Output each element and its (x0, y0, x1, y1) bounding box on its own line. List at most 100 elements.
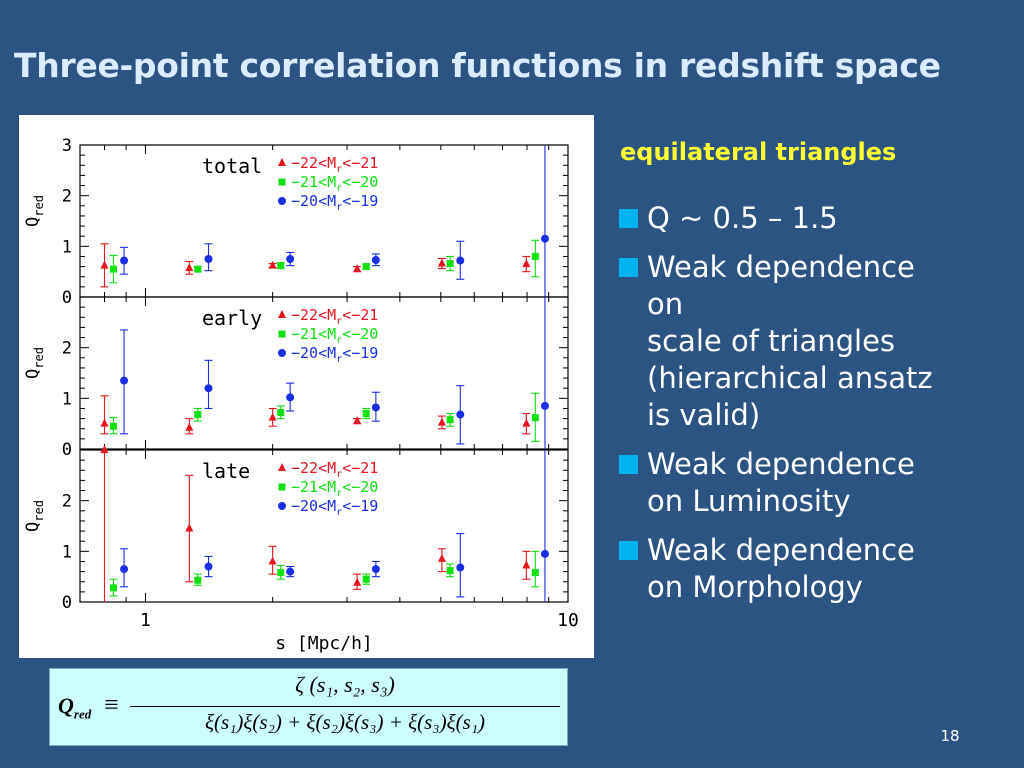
legend-label-subscript: r (336, 164, 342, 175)
y-tick-label: 0 (62, 593, 72, 613)
data-point-triangle (100, 260, 109, 269)
bullet-square-icon (619, 258, 638, 277)
y-axis-label-sub: red (32, 195, 46, 217)
data-point-square (446, 416, 454, 424)
slide-title: Three-point correlation functions in red… (14, 46, 941, 85)
data-point-square (362, 263, 370, 271)
legend-label-part: <−20 (342, 478, 378, 496)
y-tick-label: 3 (62, 136, 72, 156)
bullet-item: Weak dependence on Luminosity (616, 446, 1016, 520)
legend-label: −22<Mr<−21 (291, 459, 378, 480)
panel-frame (79, 449, 569, 603)
data-point-triangle (522, 418, 531, 427)
page-number: 18 (940, 727, 960, 745)
y-tick-label: 1 (62, 237, 72, 257)
legend-label-part: −20<M (291, 344, 336, 362)
legend-label-part: <−21 (342, 154, 378, 172)
data-point-triangle (100, 445, 109, 453)
legend-label: −22<Mr<−21 (291, 306, 378, 327)
data-point-circle (120, 376, 129, 385)
y-axis-label: Qred (23, 347, 46, 379)
panel-label: early (202, 306, 262, 330)
data-point-triangle (437, 553, 446, 562)
legend-label: −20<Mr<−19 (291, 192, 378, 213)
data-point-square (194, 411, 202, 419)
legend-label-part: −22<M (291, 459, 336, 477)
data-point-circle (456, 563, 465, 572)
y-tick-label: 2 (62, 187, 72, 207)
data-point-square (531, 252, 539, 260)
bullet-item: Weak dependence on Morphology (616, 532, 1016, 606)
legend-label-part: −20<M (291, 497, 336, 515)
bullet-line: is valid) (647, 398, 761, 432)
x-tick-label: 1 (140, 610, 151, 631)
panel-label: total (202, 154, 262, 178)
data-point-square (362, 575, 370, 583)
legend-triangle-marker (278, 158, 286, 166)
legend-circle-marker (278, 197, 286, 205)
legend-triangle-marker (278, 310, 286, 318)
data-point-square (531, 414, 539, 422)
data-point-square (109, 584, 117, 592)
y-axis-label-sub: red (32, 500, 46, 522)
legend-label-part: <−19 (342, 192, 378, 210)
formula-lhs-symbol: Q (58, 693, 74, 718)
data-point-circle (120, 256, 129, 265)
data-point-circle (371, 565, 380, 574)
y-tick-label: 0 (62, 288, 72, 308)
bullet-line: scale of triangles (647, 324, 896, 358)
data-point-triangle (353, 264, 362, 273)
data-point-square (109, 265, 117, 273)
data-point-square (446, 567, 454, 575)
data-point-triangle (185, 263, 194, 272)
formula-box: Qred ≡ ζ (s₁, s₂, s₃) ξ(s₁)ξ(s₂) + ξ(s₂)… (49, 668, 568, 746)
legend-square-marker (278, 178, 286, 186)
y-axis-label: Qred (23, 195, 46, 227)
x-axis-label: s [Mpc/h] (275, 633, 373, 654)
formula-lhs: Qred (58, 693, 91, 722)
legend-label-subscript: r (336, 488, 342, 499)
panel-frame (79, 296, 569, 450)
legend-triangle-marker (278, 463, 286, 471)
data-point-circle (540, 549, 549, 558)
data-point-circle (286, 567, 295, 576)
legend-label-subscript: r (336, 316, 342, 327)
legend-label-part: <−21 (342, 459, 378, 477)
bullet-line: Weak dependence (647, 447, 915, 481)
data-point-circle (286, 255, 295, 263)
data-point-square (194, 576, 202, 584)
legend-label: −21<Mr<−20 (291, 325, 378, 346)
data-point-circle (204, 255, 213, 263)
data-point-square (277, 569, 285, 577)
data-point-square (446, 260, 454, 268)
legend-label-part: −21<M (291, 173, 336, 191)
data-point-circle (204, 384, 213, 393)
formula-denominator: ξ(s₁)ξ(s₂) + ξ(s₂)ξ(s₃) + ξ(s₃)ξ(s₁) (204, 710, 486, 734)
y-tick-label: 2 (62, 492, 72, 512)
data-point-circle (120, 565, 129, 574)
legend-circle-marker (278, 349, 286, 357)
y-axis-label-sub: red (32, 347, 46, 369)
bullet-square-icon (619, 209, 638, 228)
bullet-line: Weak dependence (647, 533, 915, 567)
formula-numerator: ζ (s₁, s₂, s₃) (295, 672, 395, 697)
bullet-line: on (647, 287, 684, 321)
data-point-triangle (522, 259, 531, 268)
y-tick-label: 1 (62, 542, 72, 562)
bullet-line: on Morphology (647, 570, 863, 604)
y-tick-label: 0 (62, 440, 72, 460)
data-point-circle (540, 234, 549, 243)
data-point-circle (286, 393, 295, 402)
data-point-triangle (437, 417, 446, 426)
legend-label-part: −21<M (291, 325, 336, 343)
legend-label-part: <−19 (342, 497, 378, 515)
legend-label: −21<Mr<−20 (291, 478, 378, 499)
legend-label: −21<Mr<−20 (291, 173, 378, 194)
legend-label-subscript: r (336, 183, 342, 194)
chart-panel: 0 1 2 3 Qred total −22<Mr<−21 −21<Mr<−20 −20<Mr<… (19, 115, 594, 658)
legend-square-marker (278, 330, 286, 338)
data-point-square (194, 265, 202, 273)
data-point-triangle (437, 258, 446, 267)
legend-label: −22<Mr<−21 (291, 154, 378, 175)
